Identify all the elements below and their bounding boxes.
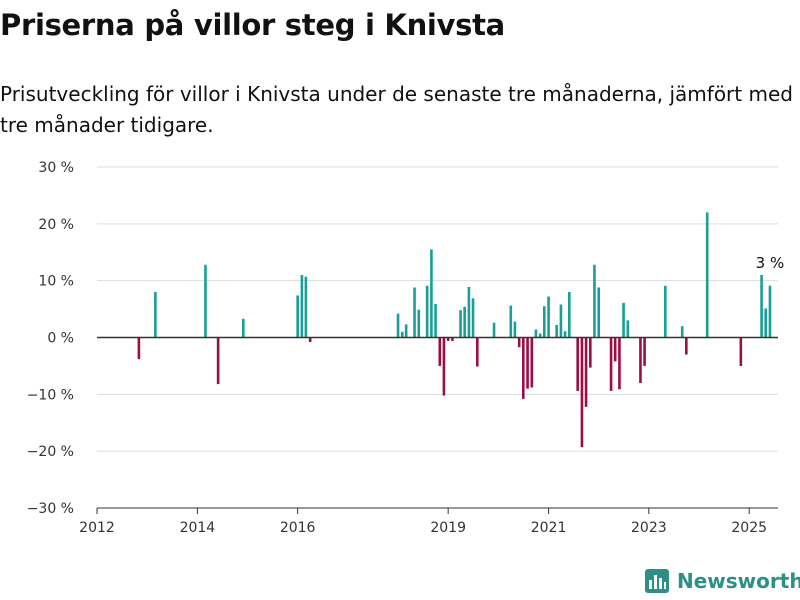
bar bbox=[509, 305, 513, 338]
bar bbox=[622, 302, 625, 338]
bar bbox=[451, 337, 454, 341]
bar bbox=[434, 303, 437, 338]
bar bbox=[204, 264, 207, 338]
bar bbox=[471, 298, 475, 338]
bar bbox=[459, 310, 462, 338]
bar bbox=[430, 249, 433, 338]
bar bbox=[568, 292, 571, 338]
bar bbox=[442, 337, 446, 396]
x-tick-label: 2012 bbox=[79, 520, 115, 536]
bar bbox=[534, 329, 538, 338]
bar bbox=[597, 287, 600, 338]
bar bbox=[563, 331, 567, 338]
bar bbox=[513, 321, 517, 338]
bar bbox=[446, 337, 450, 341]
bar bbox=[555, 324, 558, 338]
bar bbox=[589, 337, 592, 368]
bar bbox=[680, 326, 684, 338]
bar bbox=[425, 285, 429, 338]
bar bbox=[609, 337, 613, 391]
y-tick-label: 20 % bbox=[38, 217, 74, 233]
bar bbox=[241, 318, 245, 338]
y-axis: 30 % 20 % 10 % 0 % −10 % −20 % −30 % bbox=[27, 160, 74, 517]
y-tick-label: −20 % bbox=[27, 444, 74, 460]
bar bbox=[492, 322, 496, 338]
brand-logo: Newsworthy bbox=[645, 569, 800, 593]
bar bbox=[768, 285, 772, 338]
bar bbox=[613, 337, 617, 362]
brand-name: Newsworthy bbox=[677, 569, 800, 593]
bar bbox=[404, 324, 408, 338]
bar bbox=[137, 337, 141, 360]
bar bbox=[413, 287, 416, 338]
x-tick-label: 2019 bbox=[430, 520, 466, 536]
chart-title: Priserna på villor steg i Knivsta bbox=[0, 8, 505, 42]
x-tick-label: 2014 bbox=[180, 520, 216, 536]
x-axis: 2012 2014 2016 2019 2021 2023 2025 bbox=[79, 508, 767, 536]
bar bbox=[308, 337, 312, 343]
bar bbox=[626, 320, 630, 338]
bar bbox=[760, 274, 763, 338]
bar bbox=[517, 337, 521, 348]
bar bbox=[396, 313, 400, 338]
bar bbox=[300, 274, 304, 338]
x-tick-label: 2025 bbox=[731, 520, 767, 536]
bar bbox=[438, 337, 442, 366]
bar bbox=[538, 333, 542, 338]
bar bbox=[664, 285, 667, 338]
bar bbox=[618, 337, 621, 390]
y-tick-label: −30 % bbox=[27, 501, 74, 517]
bar bbox=[530, 337, 534, 388]
bars bbox=[137, 212, 772, 448]
y-tick-label: 0 % bbox=[47, 331, 74, 347]
bar bbox=[580, 337, 584, 448]
bar bbox=[417, 309, 421, 338]
bar bbox=[643, 337, 646, 366]
bar bbox=[639, 337, 642, 383]
bar bbox=[543, 306, 546, 338]
y-tick-label: 10 % bbox=[38, 274, 74, 290]
bar bbox=[764, 308, 767, 338]
bar bbox=[304, 276, 308, 338]
bar bbox=[685, 337, 688, 355]
bar bbox=[584, 337, 588, 407]
bar bbox=[576, 337, 579, 391]
bar bbox=[593, 264, 596, 338]
bar bbox=[526, 337, 529, 389]
bar bbox=[739, 337, 743, 366]
chart-subtitle: Prisutveckling för villor i Knivsta unde… bbox=[0, 82, 793, 137]
value-annotation: 3 % bbox=[756, 254, 785, 272]
bar bbox=[467, 286, 471, 338]
bar bbox=[463, 306, 466, 338]
bar-chart-logo-icon bbox=[645, 569, 669, 593]
bar bbox=[705, 212, 709, 338]
bar bbox=[401, 331, 404, 338]
y-tick-label: 30 % bbox=[38, 160, 74, 176]
bar bbox=[521, 337, 525, 399]
bar bbox=[547, 296, 550, 338]
bar bbox=[216, 337, 220, 385]
bar bbox=[559, 304, 563, 338]
bar bbox=[154, 292, 157, 338]
x-tick-label: 2016 bbox=[280, 520, 316, 536]
x-tick-label: 2023 bbox=[631, 520, 667, 536]
bar bbox=[296, 295, 299, 338]
x-tick-label: 2021 bbox=[531, 520, 567, 536]
y-tick-label: −10 % bbox=[27, 387, 74, 403]
bar bbox=[475, 337, 479, 367]
